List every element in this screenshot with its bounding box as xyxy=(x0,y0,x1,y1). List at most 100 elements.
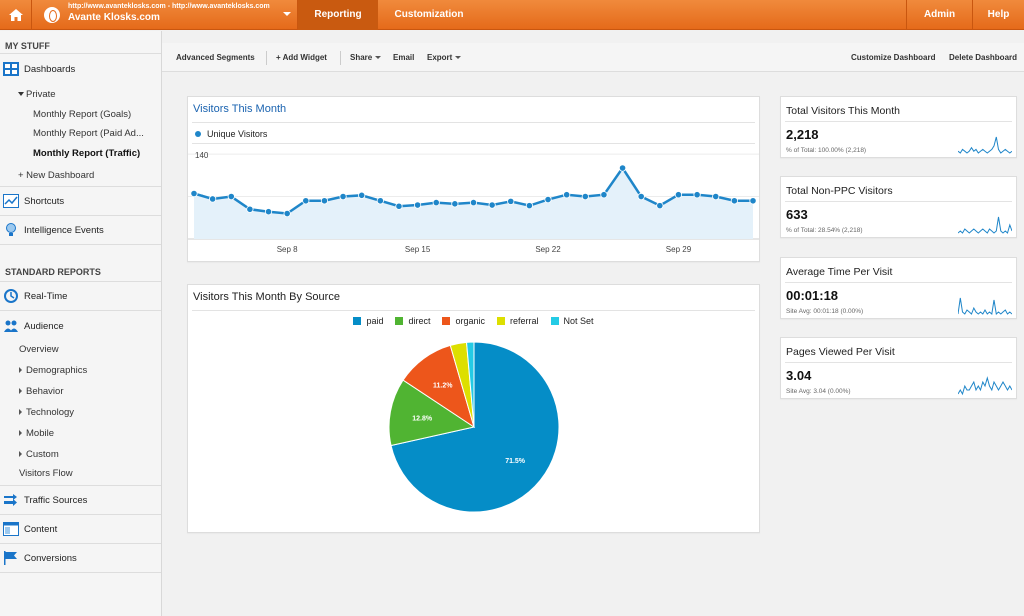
slice-label: 12.8% xyxy=(412,415,433,422)
data-point[interactable] xyxy=(749,197,757,205)
legend-item[interactable]: referral xyxy=(497,316,539,326)
legend-item[interactable]: direct xyxy=(395,316,430,326)
shortcuts-icon xyxy=(3,194,19,208)
data-point[interactable] xyxy=(600,191,608,199)
data-point[interactable] xyxy=(227,192,235,201)
data-point[interactable] xyxy=(246,205,254,213)
tab-reporting[interactable]: Reporting xyxy=(298,0,378,30)
help-link[interactable]: Help xyxy=(972,0,1024,30)
data-point[interactable] xyxy=(358,191,366,199)
home-button[interactable] xyxy=(0,0,32,30)
sidebar-item-content[interactable]: Content xyxy=(0,515,161,544)
divider xyxy=(192,143,755,144)
data-point[interactable] xyxy=(320,197,329,205)
data-point[interactable] xyxy=(395,202,403,210)
sidebar-item-traffic-sources[interactable]: Traffic Sources xyxy=(0,486,161,515)
sidebar-item-mobile[interactable]: Mobile xyxy=(19,428,54,439)
sidebar-item-custom[interactable]: Custom xyxy=(19,449,59,460)
stat-widget: Average Time Per Visit 00:01:18 Site Avg: … xyxy=(780,257,1017,319)
people-icon xyxy=(4,320,18,332)
sidebar-item-label: Mobile xyxy=(26,428,54,439)
legend-item[interactable]: organic xyxy=(442,316,485,326)
sidebar-item-technology[interactable]: Technology xyxy=(19,407,74,418)
widget-title[interactable]: Visitors This Month By Source xyxy=(193,291,340,303)
widget-title[interactable]: Visitors This Month xyxy=(193,103,287,115)
divider xyxy=(0,485,161,486)
sidebar-item-intelligence[interactable]: Intelligence Events xyxy=(0,216,161,245)
divider xyxy=(0,281,161,282)
dashboard-grid-icon xyxy=(3,62,19,76)
data-point[interactable] xyxy=(693,191,701,199)
account-selector[interactable]: http://www.avanteklosks.com - http://www… xyxy=(36,0,298,30)
legend-item[interactable]: paid xyxy=(353,316,383,326)
data-point[interactable] xyxy=(414,201,422,209)
sidebar-item-shortcuts[interactable]: Shortcuts xyxy=(0,187,161,216)
data-point[interactable] xyxy=(656,202,664,210)
legend-label: Unique Visitors xyxy=(207,129,268,139)
data-point[interactable] xyxy=(618,164,627,172)
stat-title[interactable]: Pages Viewed Per Visit xyxy=(786,346,895,358)
sparkline xyxy=(958,376,1012,396)
delete-dashboard-button[interactable]: Delete Dashboard xyxy=(949,53,1018,62)
data-point[interactable] xyxy=(209,195,217,203)
data-point[interactable] xyxy=(674,191,683,199)
data-point[interactable] xyxy=(525,202,533,210)
sidebar-item-visitors-flow[interactable]: Visitors Flow xyxy=(19,468,73,479)
sidebar-item-demographics[interactable]: Demographics xyxy=(19,365,87,376)
data-point[interactable] xyxy=(264,208,273,216)
pie-slice[interactable] xyxy=(465,341,475,428)
sidebar-item-report-goals[interactable]: Monthly Report (Goals) xyxy=(33,109,132,120)
data-point[interactable] xyxy=(302,197,310,205)
stat-title[interactable]: Total Non-PPC Visitors xyxy=(786,185,893,197)
data-point[interactable] xyxy=(563,191,571,199)
share-button[interactable]: Share xyxy=(350,53,382,62)
data-point[interactable] xyxy=(283,209,291,218)
sidebar-item-behavior[interactable]: Behavior xyxy=(19,386,64,397)
data-point[interactable] xyxy=(432,198,440,207)
slice-label: 71.5% xyxy=(505,458,526,465)
stat-subtext: % of Total: 28.54% (2,218) xyxy=(786,227,863,234)
data-point[interactable] xyxy=(581,192,589,201)
data-point[interactable] xyxy=(712,192,720,201)
data-point[interactable] xyxy=(376,197,384,205)
new-dashboard-link[interactable]: + New Dashboard xyxy=(18,170,95,181)
stat-title[interactable]: Total Visitors This Month xyxy=(786,105,900,117)
sidebar-item-audience[interactable]: Audience xyxy=(0,312,161,340)
tab-customization[interactable]: Customization xyxy=(394,9,464,20)
data-point[interactable] xyxy=(451,200,459,208)
top-bar: http://www.avanteklosks.com - http://www… xyxy=(0,0,1024,30)
slice-label: 11.2% xyxy=(433,383,453,390)
add-widget-button[interactable]: + Add Widget xyxy=(276,53,327,62)
stat-title[interactable]: Average Time Per Visit xyxy=(786,266,893,278)
sidebar-item-private[interactable]: Private xyxy=(18,89,56,100)
data-point[interactable] xyxy=(730,197,738,205)
customize-dashboard-button[interactable]: Customize Dashboard xyxy=(851,53,936,62)
export-button[interactable]: Export xyxy=(427,53,462,62)
sidebar-item-dashboards[interactable]: Dashboards xyxy=(0,60,161,78)
sidebar-item-realtime[interactable]: Real-Time xyxy=(0,282,161,311)
legend-label: Not Set xyxy=(563,316,594,326)
sidebar-item-conversions[interactable]: Conversions xyxy=(0,544,161,573)
data-point[interactable] xyxy=(544,195,552,204)
account-url: http://www.avanteklosks.com - http://www… xyxy=(68,3,270,10)
sidebar-item-report-traffic[interactable]: Monthly Report (Traffic) xyxy=(33,148,141,159)
sidebar-item-report-paid-ads[interactable]: Monthly Report (Paid Ad... xyxy=(33,128,144,139)
legend-item[interactable]: Not Set xyxy=(550,316,594,326)
triangle-right-icon xyxy=(19,409,22,416)
data-point[interactable] xyxy=(469,198,478,207)
pie-slice[interactable] xyxy=(388,379,476,447)
data-point[interactable] xyxy=(190,189,198,198)
globe-icon xyxy=(44,7,60,23)
widget-visitors-by-source: Visitors This Month By Source paid direct… xyxy=(187,284,760,533)
admin-link[interactable]: Admin xyxy=(906,0,972,30)
data-point[interactable] xyxy=(507,197,515,205)
data-point[interactable] xyxy=(637,192,645,201)
sidebar-item-overview[interactable]: Overview xyxy=(19,344,59,355)
pie-slice[interactable] xyxy=(390,341,560,513)
advanced-segments-button[interactable]: Advanced Segments xyxy=(176,53,255,62)
email-button[interactable]: Email xyxy=(393,53,415,62)
legend-swatch xyxy=(497,317,506,325)
data-point[interactable] xyxy=(488,201,496,209)
sidebar-item-label: Custom xyxy=(26,449,59,460)
data-point[interactable] xyxy=(339,192,347,201)
